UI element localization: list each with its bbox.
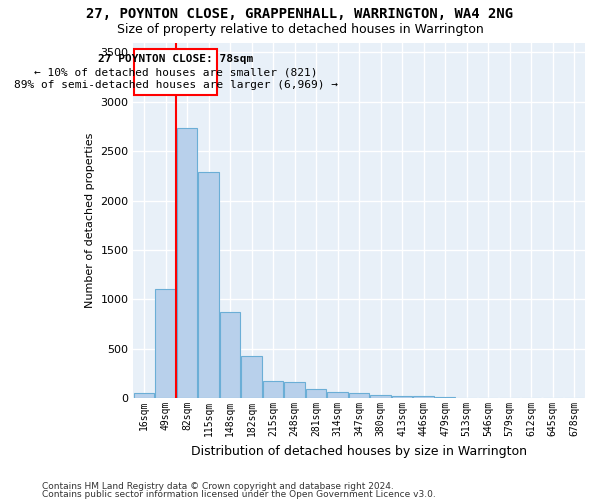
Text: ← 10% of detached houses are smaller (821): ← 10% of detached houses are smaller (82… [34, 67, 317, 77]
Y-axis label: Number of detached properties: Number of detached properties [85, 132, 95, 308]
X-axis label: Distribution of detached houses by size in Warrington: Distribution of detached houses by size … [191, 444, 527, 458]
Bar [134, 392, 154, 398]
Bar [220, 312, 240, 398]
Bar [349, 392, 370, 398]
Bar [284, 382, 305, 398]
Text: Contains public sector information licensed under the Open Government Licence v3: Contains public sector information licen… [42, 490, 436, 499]
Bar [263, 381, 283, 398]
Text: Size of property relative to detached houses in Warrington: Size of property relative to detached ho… [116, 22, 484, 36]
Bar [155, 290, 176, 398]
Bar [392, 396, 412, 398]
Bar [370, 395, 391, 398]
Bar [328, 392, 348, 398]
Text: Contains HM Land Registry data © Crown copyright and database right 2024.: Contains HM Land Registry data © Crown c… [42, 482, 394, 491]
Text: 89% of semi-detached houses are larger (6,969) →: 89% of semi-detached houses are larger (… [14, 80, 338, 90]
Bar [241, 356, 262, 398]
Text: 27 POYNTON CLOSE: 78sqm: 27 POYNTON CLOSE: 78sqm [98, 54, 253, 64]
Text: 27, POYNTON CLOSE, GRAPPENHALL, WARRINGTON, WA4 2NG: 27, POYNTON CLOSE, GRAPPENHALL, WARRINGT… [86, 8, 514, 22]
Bar [199, 172, 219, 398]
Bar [134, 50, 217, 95]
Bar [177, 128, 197, 398]
Bar [413, 396, 434, 398]
Bar [306, 389, 326, 398]
Bar [435, 397, 455, 398]
